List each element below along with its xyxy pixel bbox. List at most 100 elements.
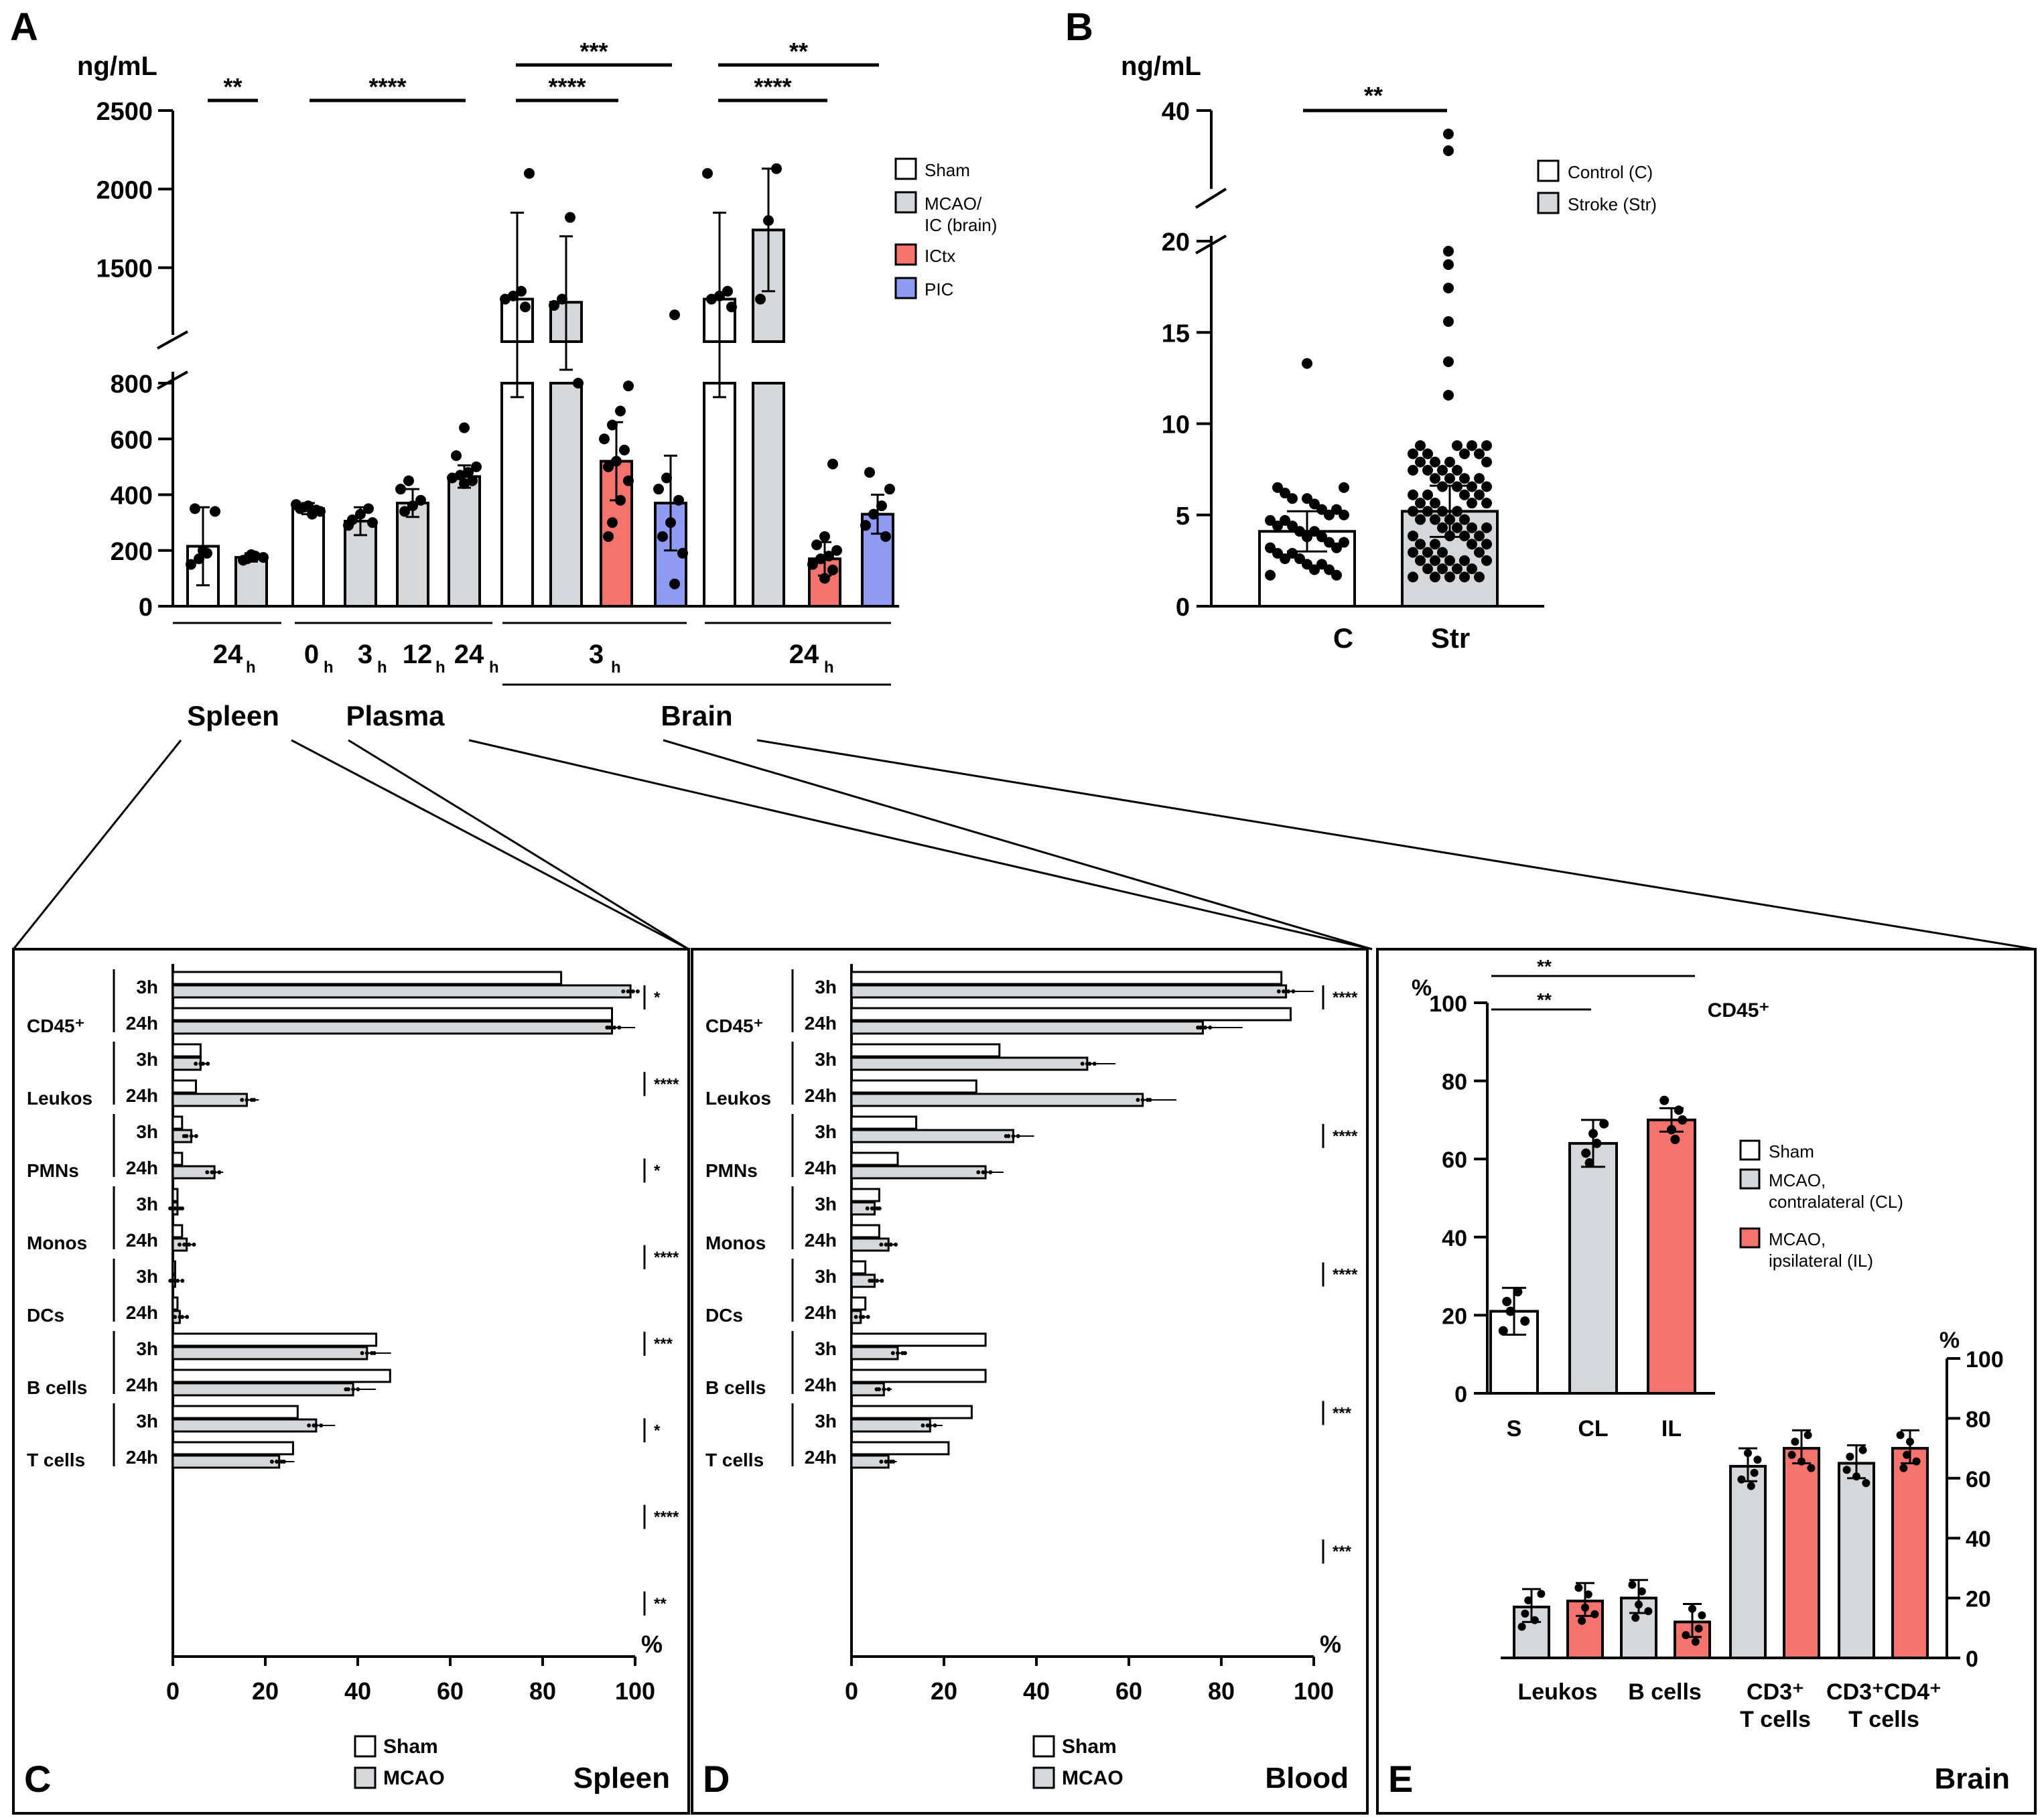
data-point [360,1351,364,1355]
data-point [981,1170,985,1174]
data-point [1588,1129,1598,1139]
data-point [1140,1098,1145,1102]
bar [234,556,268,608]
data-point [1846,1452,1854,1461]
legend-swatch [1537,192,1560,214]
data-point [1145,1098,1150,1102]
time-row-label: 3h [815,1049,837,1070]
data-point [1459,489,1470,500]
panel-tissue-label: Brain [1935,1762,2010,1795]
bar [1783,1447,1820,1660]
category-label: C [1333,622,1353,654]
significance-stars: ** [654,1595,667,1613]
time-row-label: 24h [805,1302,837,1323]
data-point [1302,559,1312,570]
cell-type-label: Leukos [705,1088,771,1109]
data-point [403,475,414,486]
data-point [623,380,634,392]
data-point [1459,571,1470,583]
data-point [1430,514,1440,525]
time-row-label: 3h [815,1121,837,1142]
data-point [865,1206,870,1210]
group-label: Spleen [187,700,279,731]
bar-sham [850,1369,987,1383]
data-point [1324,564,1335,575]
data-point [925,1423,930,1427]
data-point [1644,1607,1653,1616]
data-point [180,1279,185,1283]
data-point [890,1351,895,1355]
bar-sham [850,971,1283,985]
data-point [722,285,733,297]
data-point [1302,531,1312,543]
data-point [1747,1482,1755,1490]
significance-stars: **** [1333,1127,1358,1145]
data-point [1903,1450,1911,1459]
y-tick-label: 100 [1966,1347,2004,1373]
time-row-label: 3h [815,977,837,997]
data-point [1584,1590,1592,1599]
time-label: 24 [789,640,819,669]
data-point [894,1243,898,1247]
cell-type-label: PMNs [27,1160,79,1181]
data-point [1659,1095,1670,1105]
significance-stars: **** [654,1249,679,1267]
data-point [714,290,725,301]
data-point [726,301,737,313]
data-point [1331,542,1342,553]
data-point [630,989,635,993]
y-tick-label: 60 [1442,1147,1467,1173]
y-tick-label: 0 [1176,593,1190,622]
data-point [279,1460,284,1464]
data-point [1467,522,1477,533]
data-point [771,163,782,174]
y-tick-label: 60 [1966,1467,1991,1492]
x-tick-label: 60 [437,1677,464,1705]
time-sub: h [611,658,621,677]
data-point [173,1206,178,1210]
data-point [1302,358,1312,369]
significance-stars: **** [654,1509,679,1527]
legend-label: Sham [1062,1736,1117,1758]
data-point [1415,555,1426,566]
data-point [619,444,630,456]
data-point [1422,489,1433,500]
panel-e: E Brain% 0 20 40 60 80 100 CD45⁺ S CL IL ** ** Sham MCA… [1376,948,2037,1815]
data-point [1280,514,1290,526]
data-point [178,1315,182,1319]
data-point [755,293,766,305]
x-tick-label: 0 [845,1677,858,1705]
cell-type-label: T cells [27,1450,85,1470]
data-point [1422,464,1433,476]
data-point [612,1026,617,1030]
data-point [1208,1026,1213,1030]
time-sub: h [377,658,387,677]
y-tick-label: 20 [1966,1587,1991,1612]
data-point [1443,356,1454,367]
data-point [870,1206,874,1210]
data-point [1437,481,1448,492]
cell-type-label: DCs [27,1305,64,1326]
category-label: CD3⁺ [1747,1679,1804,1705]
data-point [1481,481,1492,492]
data-point [1437,563,1448,575]
data-point [307,1423,312,1427]
legend-label: Sham [925,160,970,180]
data-point [1430,456,1440,468]
time-row-label: 3h [136,1411,158,1431]
time-row-label: 3h [136,1194,158,1214]
data-point [1415,498,1426,509]
bar [1568,1141,1618,1395]
data-point [1459,473,1470,484]
significance-stars: ** [1364,82,1383,109]
data-point [1437,464,1448,476]
data-point [1452,563,1462,575]
x-tick-label: 20 [931,1677,957,1705]
data-point [605,1026,610,1030]
data-point [1750,1468,1759,1477]
data-point [1452,440,1462,451]
data-point [1688,1604,1696,1613]
data-point [653,484,664,495]
bar [1729,1464,1767,1659]
data-point [240,1098,245,1102]
